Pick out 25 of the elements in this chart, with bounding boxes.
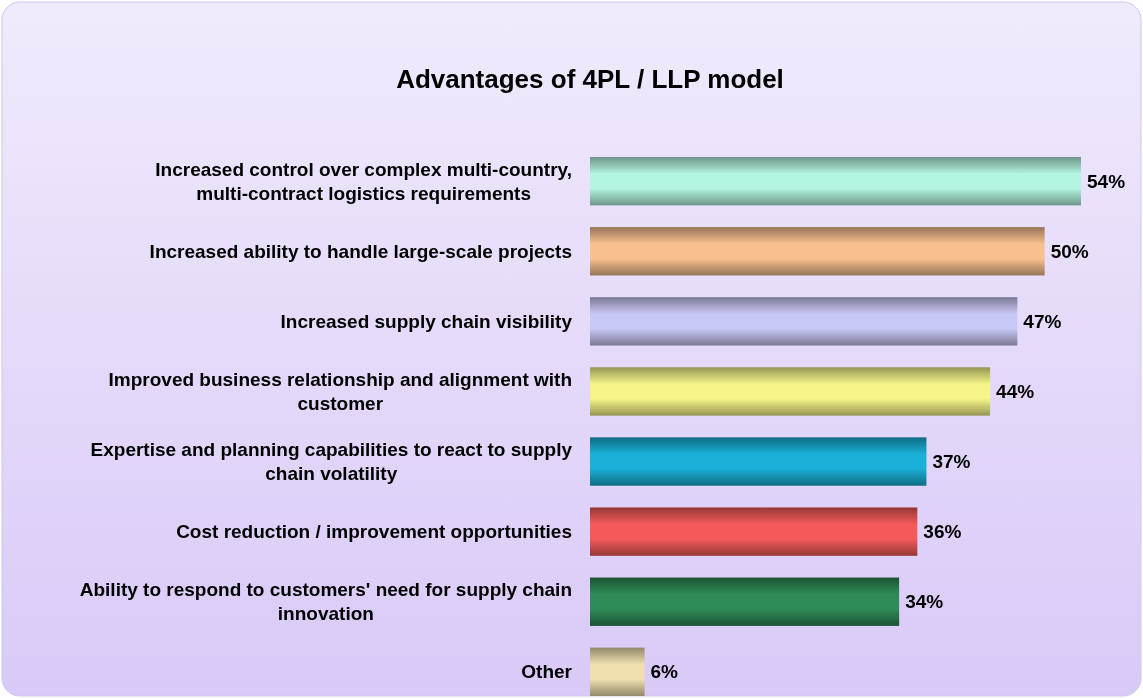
y-tick-label: Cost reduction / improvement opportunities	[176, 521, 572, 543]
data-label: 34%	[905, 591, 944, 613]
data-label: 6%	[650, 661, 679, 683]
y-tick-label: Other	[521, 661, 573, 683]
bar	[590, 577, 900, 626]
bar	[590, 367, 991, 416]
y-tick-label: Expertise and planning capabilities to react to supply chain volatility	[90, 439, 573, 485]
y-tick-label: Improved business relationship and alignment with customer	[108, 369, 572, 415]
bar	[590, 647, 645, 696]
data-label: 50%	[1050, 240, 1089, 262]
y-tick-label: Increased ability to handle large-scale projects	[149, 240, 573, 262]
y-tick-label: Ability to respond to customers' need for supply chain innovation	[79, 579, 572, 625]
bar	[590, 297, 1018, 346]
data-label: 36%	[923, 521, 962, 543]
bar	[590, 507, 918, 556]
y-tick-label: Increased control over complex multi-country, multi-contract logistics requirements	[155, 158, 573, 204]
chart-title: Advantages of 4PL / LLP model	[396, 64, 784, 94]
data-label: 47%	[1023, 311, 1062, 333]
bar	[590, 437, 927, 486]
data-label: 37%	[932, 451, 971, 473]
y-tick-label: Increased supply chain visibility	[280, 311, 573, 333]
data-label: 54%	[1087, 170, 1126, 192]
bar	[590, 157, 1081, 206]
bar	[590, 227, 1045, 276]
data-label: 44%	[996, 381, 1035, 403]
